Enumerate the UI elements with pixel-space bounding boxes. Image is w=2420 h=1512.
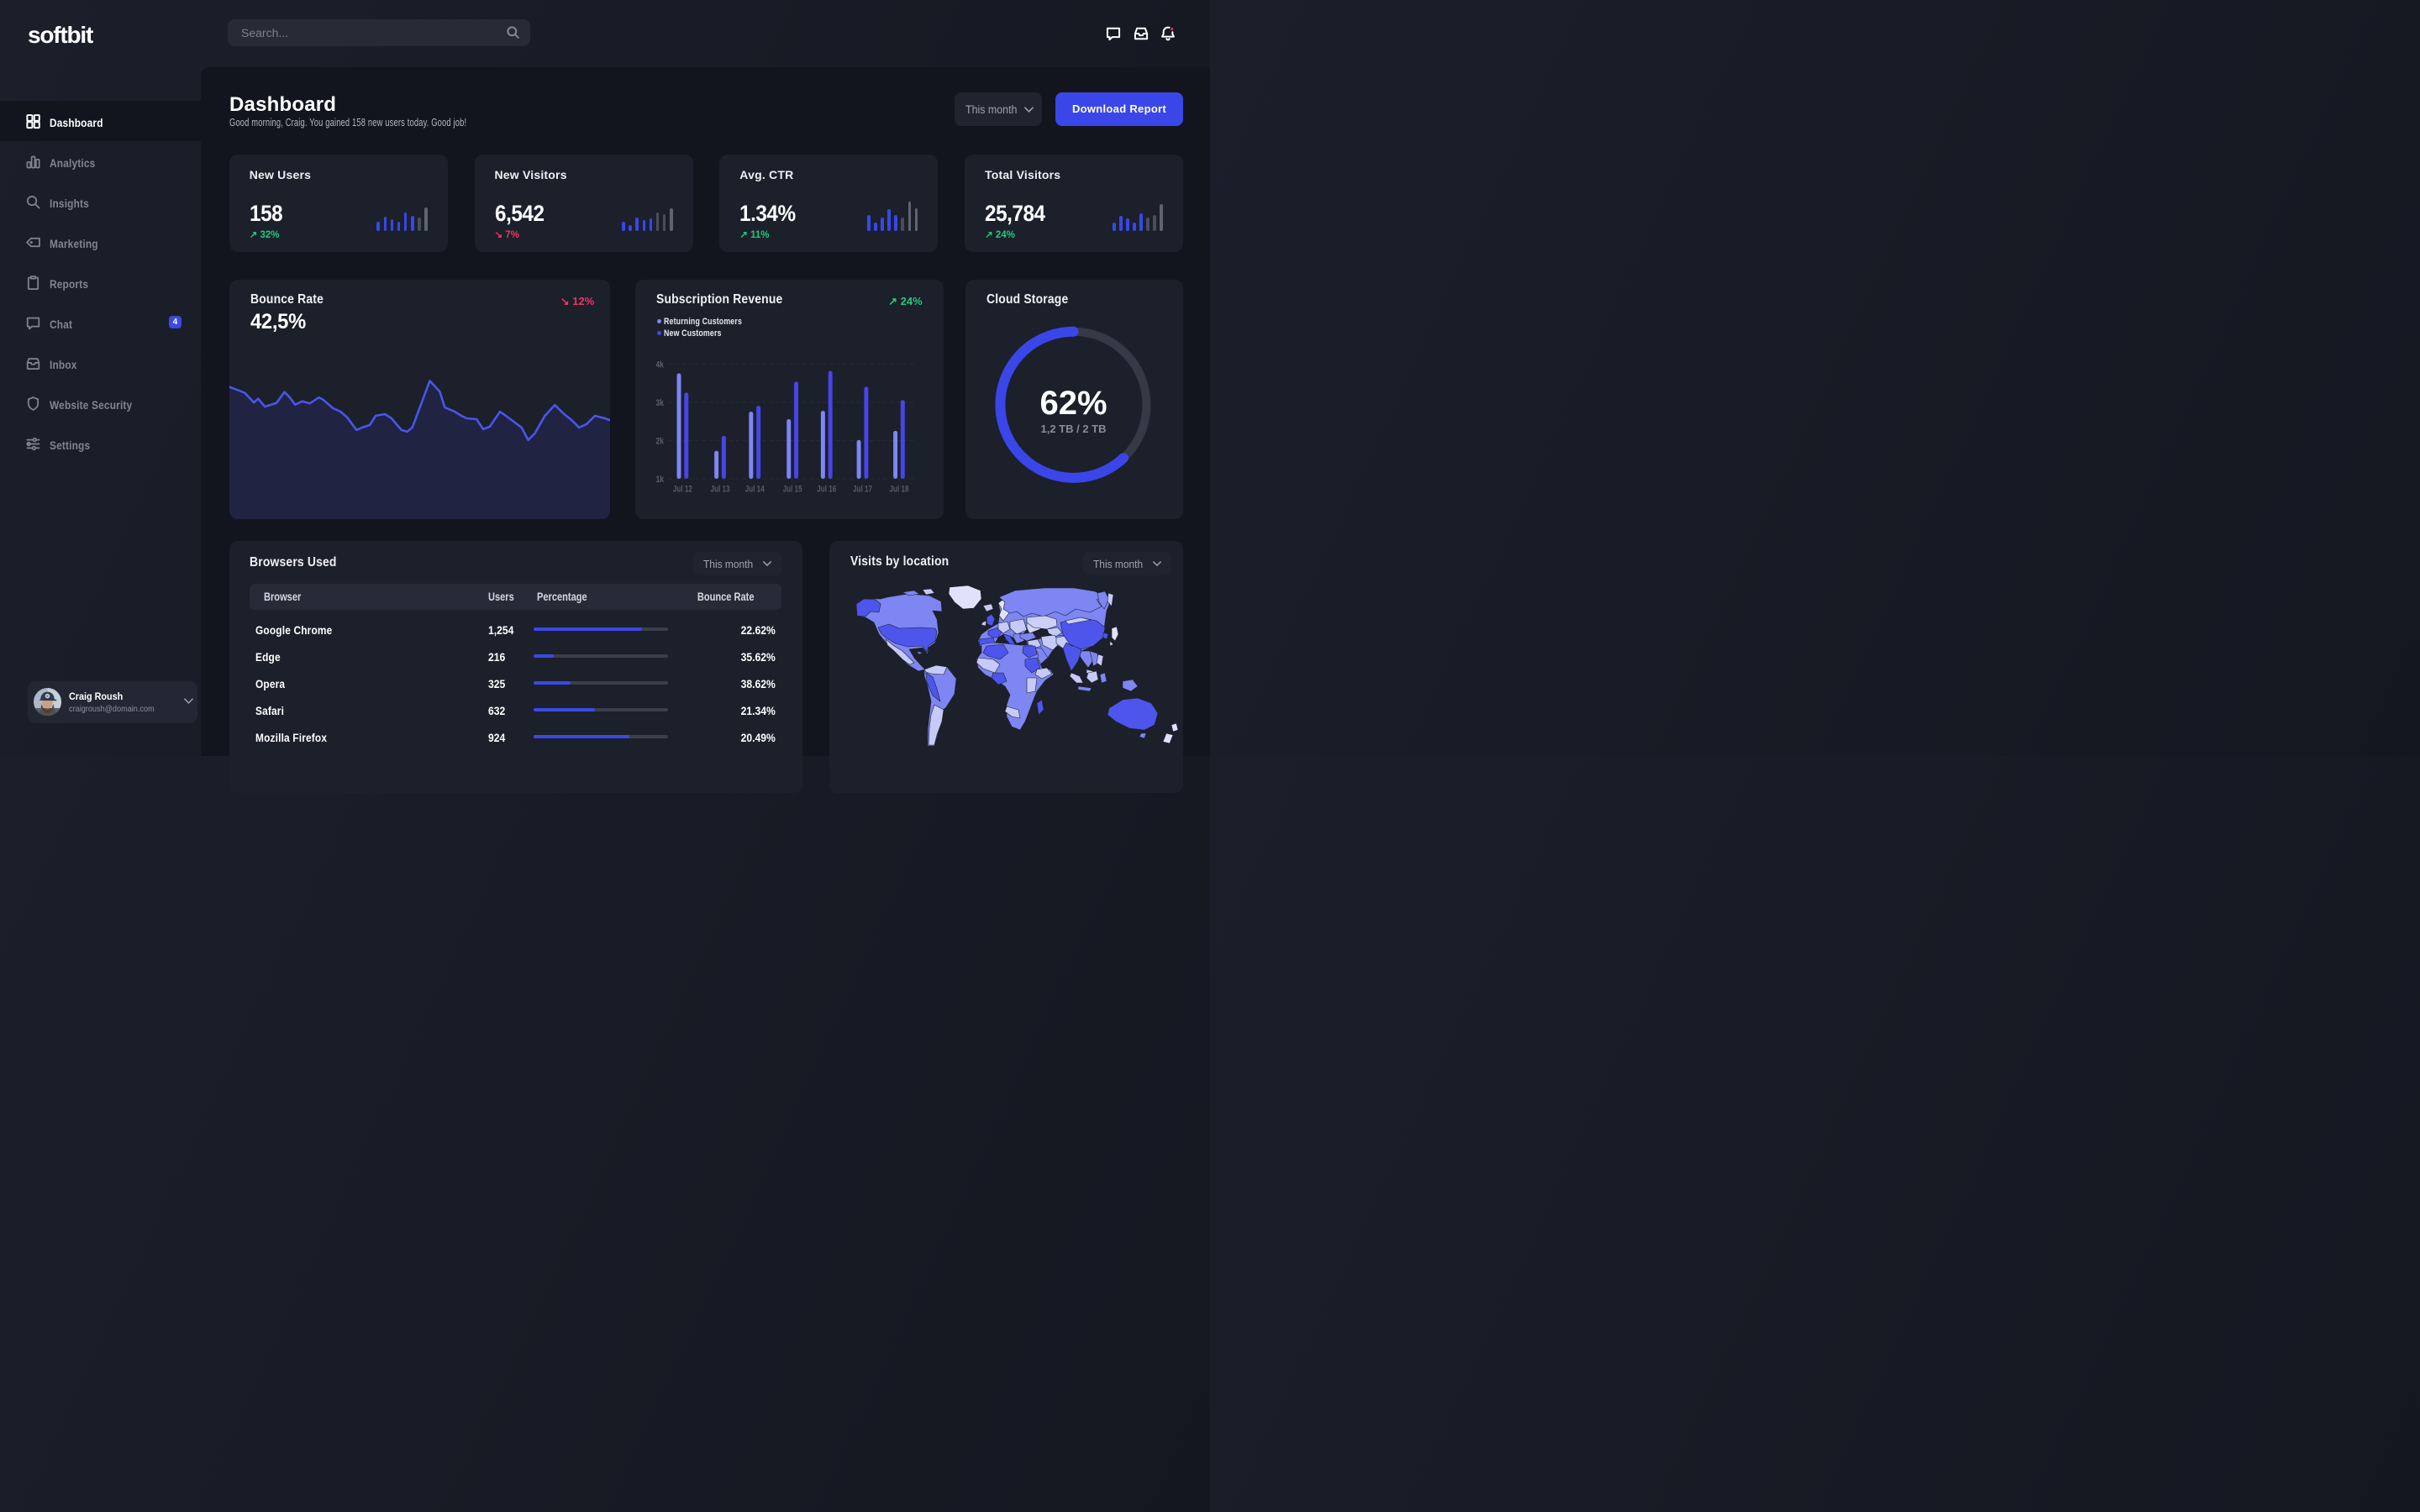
svg-text:3k: 3k [655,398,664,408]
svg-text:1,2 TB / 2 TB: 1,2 TB / 2 TB [1040,423,1106,435]
svg-text:Jul 14: Jul 14 [745,484,765,494]
svg-text:Jul 13: Jul 13 [711,484,730,494]
svg-text:Jul 16: Jul 16 [817,484,836,494]
svg-text:Jul 18: Jul 18 [890,484,909,494]
svg-text:Jul 17: Jul 17 [853,484,872,494]
svg-text:Jul 15: Jul 15 [783,484,802,494]
svg-text:Jul 12: Jul 12 [673,484,692,494]
svg-text:4k: 4k [655,360,664,370]
svg-text:62%: 62% [1039,385,1107,422]
svg-text:2k: 2k [655,436,664,446]
svg-text:1k: 1k [655,475,664,485]
